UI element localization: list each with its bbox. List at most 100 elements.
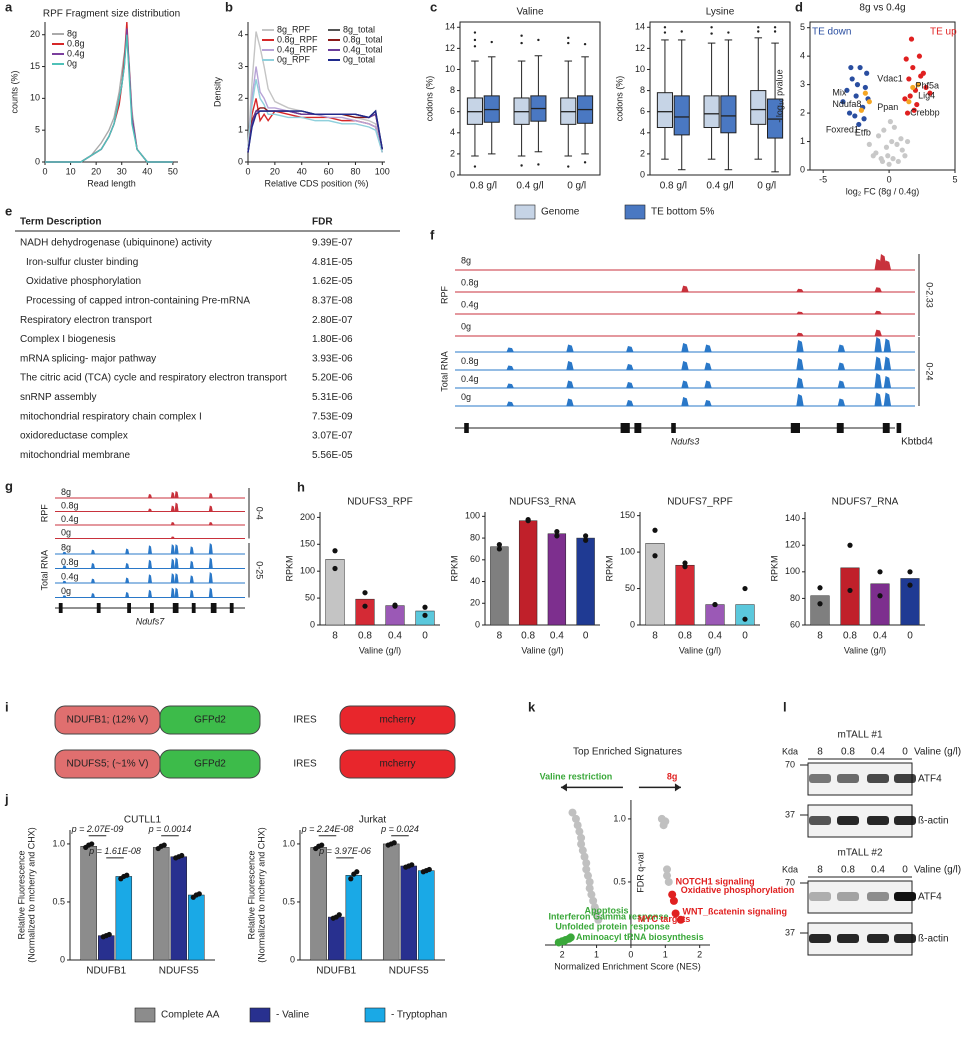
coverage-peak (174, 491, 179, 498)
band (894, 934, 916, 943)
lane-label: 8 (817, 747, 823, 758)
table-header: FDR (312, 217, 333, 228)
coverage-peak (883, 338, 892, 352)
y-tick-label: 80 (790, 593, 800, 603)
x-axis-label: Valine (g/l) (844, 645, 886, 655)
x-tick-label: 0 (887, 174, 892, 184)
x-tick-label: 1 (594, 949, 599, 959)
coverage-peak (174, 502, 179, 512)
track-label: 0.4g (61, 571, 79, 581)
scale-label: 0-2.33 (925, 282, 935, 308)
x-tick-label: 0 (42, 166, 47, 176)
box (720, 95, 737, 134)
outlier (663, 31, 667, 34)
x-tick-label: NDUFS5 (389, 966, 429, 977)
replicate-dot (179, 852, 185, 859)
band-label: ATF4 (918, 892, 942, 903)
band-label: ATF4 (918, 774, 942, 785)
panel-label: l (783, 699, 787, 714)
bar (705, 604, 725, 626)
annotation: 8g (667, 772, 678, 782)
band (867, 774, 889, 783)
coverage-peak (506, 365, 514, 370)
x-tick-label: 8 (497, 631, 503, 642)
coverage-peak (874, 392, 882, 406)
y-tick-label: 4 (450, 127, 455, 137)
coverage-peak (208, 493, 213, 498)
table-cell: Oxidative phosphorylation (26, 276, 141, 287)
bar (490, 546, 509, 626)
band (867, 892, 889, 901)
point (887, 119, 894, 125)
y-tick-label: 100 (785, 566, 800, 576)
gene-name: Ndufs3 (671, 436, 700, 446)
point (594, 915, 603, 924)
box (750, 90, 767, 125)
coverage-peak (796, 377, 804, 388)
panel-label: g (5, 478, 13, 493)
coverage-peak (874, 329, 882, 336)
point (885, 153, 891, 159)
coverage-peak (170, 505, 175, 512)
lane-label: 0.8 (841, 747, 855, 758)
arrow-head (560, 783, 567, 792)
point (578, 846, 587, 855)
replicate-dot (196, 891, 202, 897)
point (571, 814, 580, 823)
bar (382, 843, 400, 961)
coverage-peak (125, 577, 130, 583)
replicate-dot (847, 542, 853, 548)
coverage-peak (91, 563, 95, 569)
replicate-dot (525, 518, 531, 524)
table-header: Term Description (20, 217, 102, 228)
chart-title: Jurkat (359, 815, 386, 826)
gene-name: Kbtbd4 (901, 437, 933, 448)
y-tick-label: 0 (290, 954, 295, 964)
point (573, 821, 582, 830)
y-tick-label: 0 (450, 169, 455, 179)
panel-label: d (795, 0, 803, 14)
outlier (710, 32, 713, 35)
x-axis-label: log₂ FC (8g / 0.4g) (846, 186, 920, 196)
y-tick-label: 8 (450, 85, 455, 95)
coverage-peak (506, 401, 514, 406)
replicate-dot (817, 585, 823, 591)
y-tick-label: 100 (465, 511, 480, 521)
table-cell: 8.37E-08 (312, 296, 353, 307)
bar (325, 559, 345, 626)
point (575, 827, 584, 836)
coverage-peak (174, 573, 179, 583)
y-tick-label: 4 (238, 29, 243, 39)
coverage-peak (566, 361, 574, 370)
point (870, 153, 876, 159)
table-cell: 5.20E-06 (312, 373, 353, 384)
x-axis-label: Valine (g/l) (521, 645, 563, 655)
x-tick-label: 0 (628, 949, 633, 959)
p-value: p = 0.024 (380, 824, 419, 834)
exon (172, 603, 179, 613)
track-label: 0g (61, 527, 71, 537)
coverage-peak (170, 492, 175, 498)
blot-title: mTALL #1 (837, 730, 882, 741)
y-axis-label: FDR q-val (635, 852, 645, 893)
arrow-head (674, 783, 681, 792)
coverage-peak (796, 288, 804, 292)
table-cell: 3.93E-06 (312, 353, 353, 364)
y-axis-label: Relative Fluorescence (246, 850, 256, 939)
exon (790, 423, 800, 433)
y-tick-label: 0 (35, 156, 40, 166)
band-label: ß-actin (918, 816, 949, 827)
y-tick-label: 0 (800, 164, 805, 174)
track-label: 0.4g (461, 374, 479, 384)
y-tick-label: 0 (310, 619, 315, 629)
coverage-peak (626, 364, 634, 370)
replicate-dot (817, 601, 823, 607)
x-tick-label: 8 (817, 631, 823, 642)
replicate-dot (907, 569, 913, 575)
table-cell: oxidoreductase complex (20, 431, 128, 442)
group-label: Total RNA (439, 351, 449, 392)
coverage-peak (170, 573, 175, 583)
legend-label: 0g (67, 58, 77, 68)
bar (98, 935, 115, 961)
replicate-dot (332, 548, 338, 554)
